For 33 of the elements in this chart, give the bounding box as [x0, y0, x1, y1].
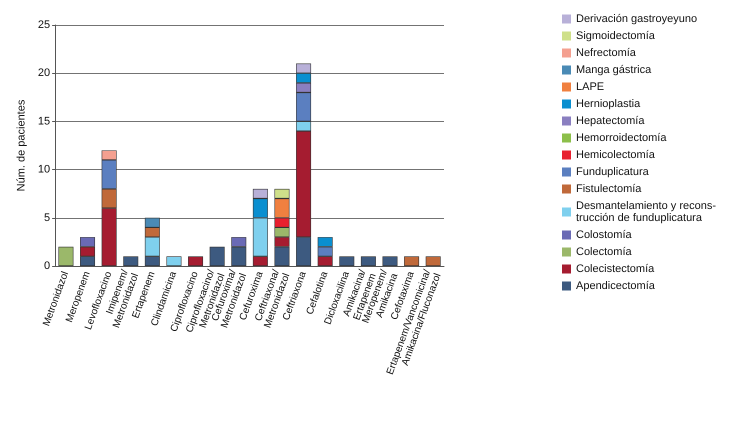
- bar: [360, 256, 376, 266]
- legend-label: Colostomía: [576, 229, 633, 241]
- legend-label: Colecistectomía: [576, 263, 656, 275]
- legend-label: LAPE: [576, 81, 604, 93]
- y-tick-label: 25: [38, 19, 50, 31]
- bar: [382, 256, 398, 266]
- legend-label: Hernioplastia: [576, 98, 642, 110]
- bar: [166, 256, 182, 266]
- y-tick-label: 0: [44, 260, 50, 272]
- legend-label: Hemicolectomía: [576, 149, 656, 161]
- y-axis-title: Núm. de pacientes: [16, 99, 28, 192]
- legend-label: Apendicectomía: [576, 280, 656, 292]
- bar: [210, 246, 225, 266]
- bar: [404, 256, 420, 266]
- legend-label: Sigmoidectomía: [576, 30, 656, 42]
- legend-label: Desmantelamiento y recons- trucción de funduplicatura: [576, 200, 716, 224]
- legend-label: Derivación gastroyeyuno: [576, 13, 698, 25]
- y-tick-label: 10: [38, 164, 50, 176]
- bar: [188, 256, 204, 266]
- legend-label: Colectomía: [576, 246, 633, 258]
- bar: [123, 256, 138, 266]
- y-tick-label: 15: [38, 115, 50, 128]
- bar: [339, 256, 354, 266]
- bar: [58, 246, 74, 266]
- legend-label: Hemorroidectomía: [576, 132, 668, 144]
- legend-label: Nefrectomía: [576, 47, 637, 59]
- y-tick-label: 20: [38, 67, 50, 80]
- y-tick-label: 5: [44, 212, 50, 224]
- legend-label: Hepatectomía: [576, 115, 646, 127]
- bar: [426, 256, 441, 266]
- legend-label: Fistulectomía: [576, 183, 642, 195]
- legend-label: Manga gástrica: [576, 64, 652, 76]
- legend-label: Funduplicatura: [576, 166, 650, 178]
